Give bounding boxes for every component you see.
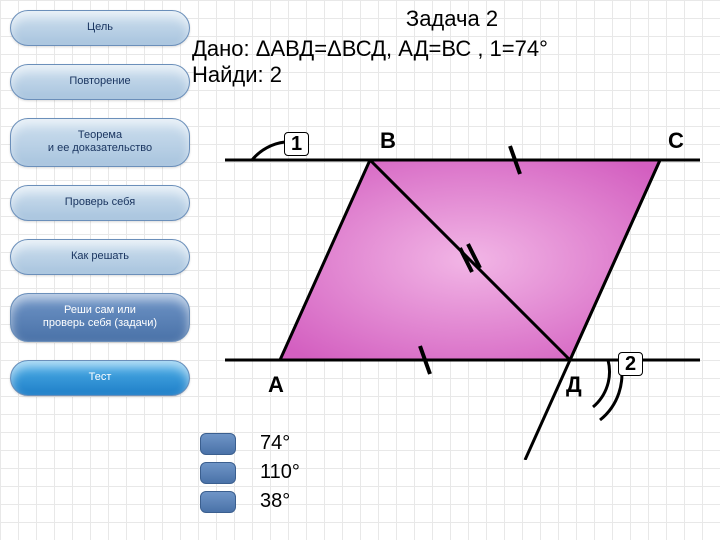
- vertex-label-B: В: [380, 128, 396, 154]
- vertex-label-C: С: [668, 128, 684, 154]
- vertex-label-A: А: [268, 372, 284, 398]
- nav-theorem[interactable]: Теорема и ее доказательство: [10, 118, 190, 168]
- answer-row-3: 38°: [200, 490, 300, 513]
- nav-solve-self[interactable]: Реши сам или проверь себя (задачи): [10, 293, 190, 343]
- answer-chip-1[interactable]: [200, 433, 236, 455]
- angle-1-label: 1: [284, 132, 309, 156]
- problem-title: Задача 2: [192, 6, 712, 32]
- nav-check-self[interactable]: Проверь себя: [10, 185, 190, 221]
- vertex-label-D: Д: [566, 372, 582, 398]
- geometry-diagram: А В С Д 1 2: [210, 100, 710, 420]
- answer-value-3: 38°: [260, 490, 290, 513]
- answer-row-1: 74°: [200, 432, 300, 455]
- answer-value-2: 110°: [260, 461, 300, 484]
- angle1-arc: [252, 142, 285, 160]
- angle-2-label: 2: [618, 352, 643, 376]
- nav-how-solve[interactable]: Как решать: [10, 239, 190, 275]
- nav-test[interactable]: Тест: [10, 360, 190, 396]
- nav-review[interactable]: Повторение: [10, 64, 190, 100]
- problem-text: Задача 2 Дано: ΔАВД=ΔВСД, АД=ВС , 1=74° …: [192, 6, 712, 88]
- answer-row-2: 110°: [200, 461, 300, 484]
- answer-value-1: 74°: [260, 432, 290, 455]
- problem-given: Дано: ΔАВД=ΔВСД, АД=ВС , 1=74°: [192, 36, 712, 62]
- answer-chip-2[interactable]: [200, 462, 236, 484]
- answer-chip-3[interactable]: [200, 491, 236, 513]
- sidebar: Цель Повторение Теорема и ее доказательс…: [10, 10, 190, 396]
- angle2-arc-inner: [593, 360, 610, 407]
- problem-find: Найди: 2: [192, 62, 712, 88]
- answer-options: 74° 110° 38°: [200, 432, 300, 513]
- nav-goal[interactable]: Цель: [10, 10, 190, 46]
